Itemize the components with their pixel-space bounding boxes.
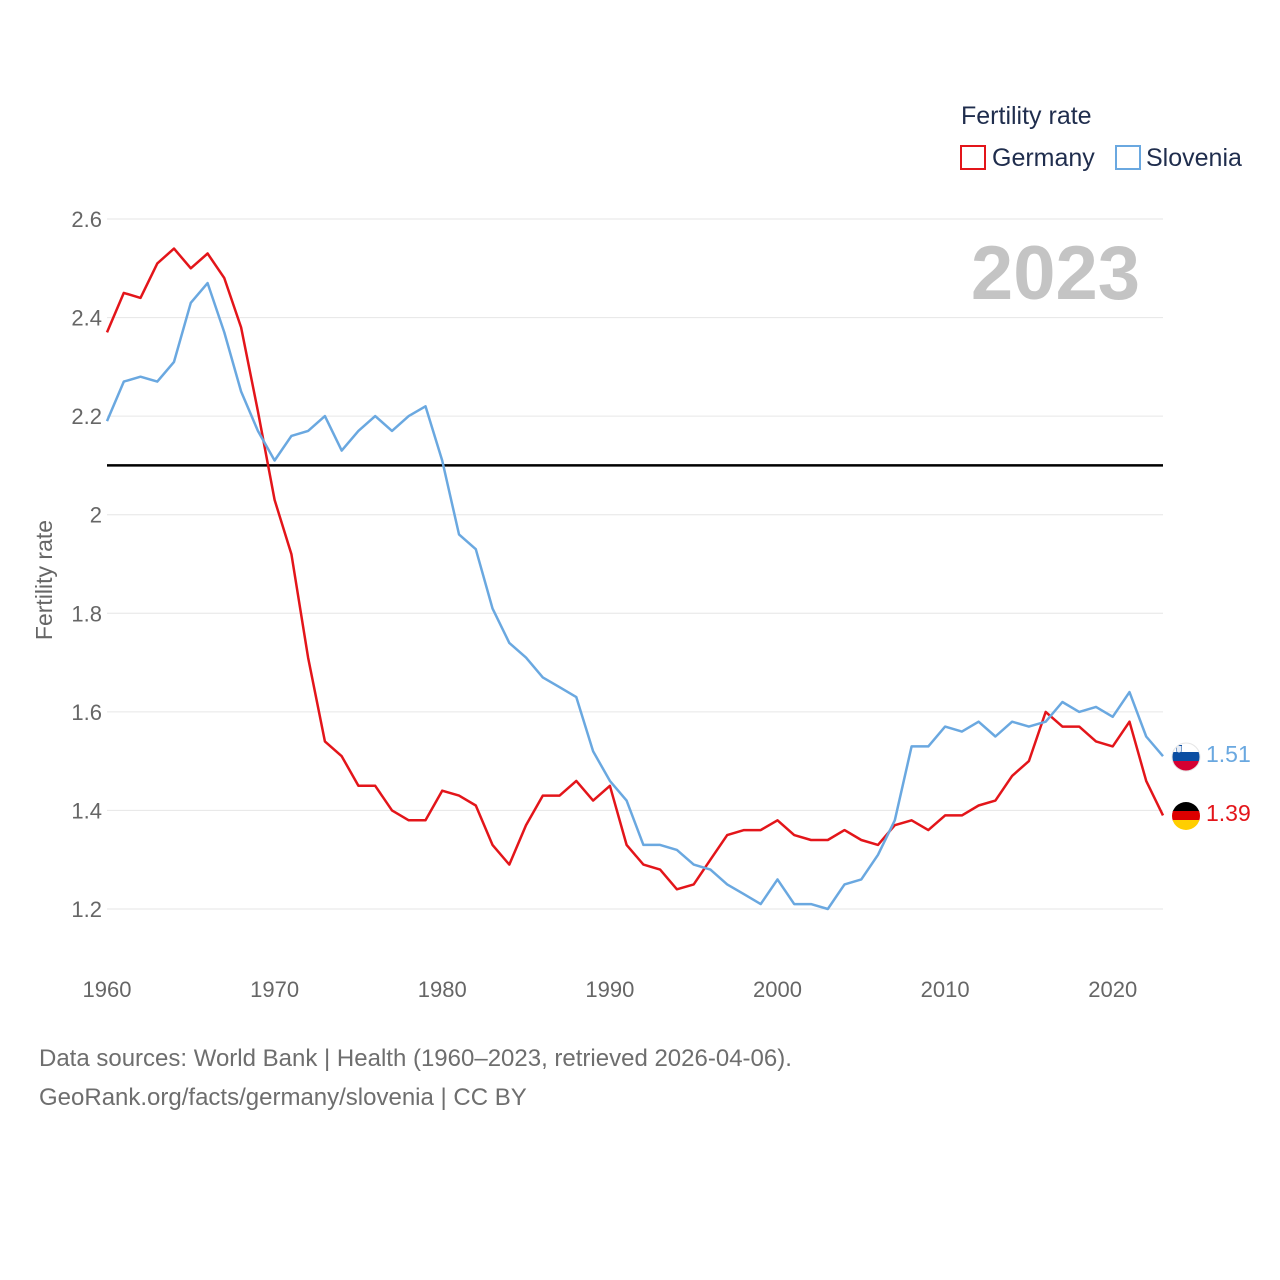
- x-tick-label: 2010: [921, 977, 970, 1002]
- x-tick-label: 1990: [585, 977, 634, 1002]
- series-lines: [105, 247, 1165, 911]
- x-tick-label: 1960: [83, 977, 132, 1002]
- y-tick-label: 1.4: [71, 798, 102, 823]
- y-tick-label: 2.6: [71, 207, 102, 232]
- y-tick-label: 1.2: [71, 897, 102, 922]
- legend-label-slovenia[interactable]: Slovenia: [1146, 144, 1242, 172]
- x-tick-label: 1970: [250, 977, 299, 1002]
- series-line-germany[interactable]: [105, 247, 1165, 891]
- slovenia-flag-border: [1171, 742, 1201, 772]
- y-tick-label: 2.4: [71, 306, 102, 331]
- x-axis-ticks: 1960 1970 1980 1990 2000 2010 2020: [83, 977, 1138, 1002]
- legend-swatch-germany[interactable]: [960, 145, 986, 170]
- legend-label-germany[interactable]: Germany: [992, 144, 1095, 172]
- footer-sources: Data sources: World Bank | Health (1960–…: [39, 1045, 792, 1072]
- germany-flag-icon: [1172, 802, 1200, 830]
- footer-link[interactable]: GeoRank.org/facts/germany/slovenia | CC …: [39, 1084, 527, 1111]
- y-tick-label: 2: [90, 503, 102, 528]
- legend[interactable]: Fertility rate Germany Slovenia: [960, 102, 1242, 172]
- series-line-slovenia[interactable]: [105, 281, 1164, 911]
- legend-swatch-slovenia[interactable]: [1115, 145, 1141, 170]
- y-axis-label: Fertility rate: [31, 520, 57, 640]
- x-tick-label: 2020: [1088, 977, 1137, 1002]
- x-tick-label: 1980: [418, 977, 467, 1002]
- grid-lines: [107, 218, 1163, 910]
- end-value-label-germany: 1.39: [1206, 800, 1251, 826]
- y-tick-label: 2.2: [71, 404, 102, 429]
- y-axis-ticks: 1.2 1.4 1.6 1.8 2 2.2 2.4 2.6: [71, 207, 102, 922]
- slovenia-flag-icon: [1172, 743, 1200, 771]
- year-label: 2023: [971, 231, 1140, 316]
- y-tick-label: 1.6: [71, 700, 102, 725]
- legend-title: Fertility rate: [961, 102, 1092, 130]
- x-tick-label: 2000: [753, 977, 802, 1002]
- end-value-label-slovenia: 1.51: [1206, 741, 1251, 767]
- y-tick-label: 1.8: [71, 601, 102, 626]
